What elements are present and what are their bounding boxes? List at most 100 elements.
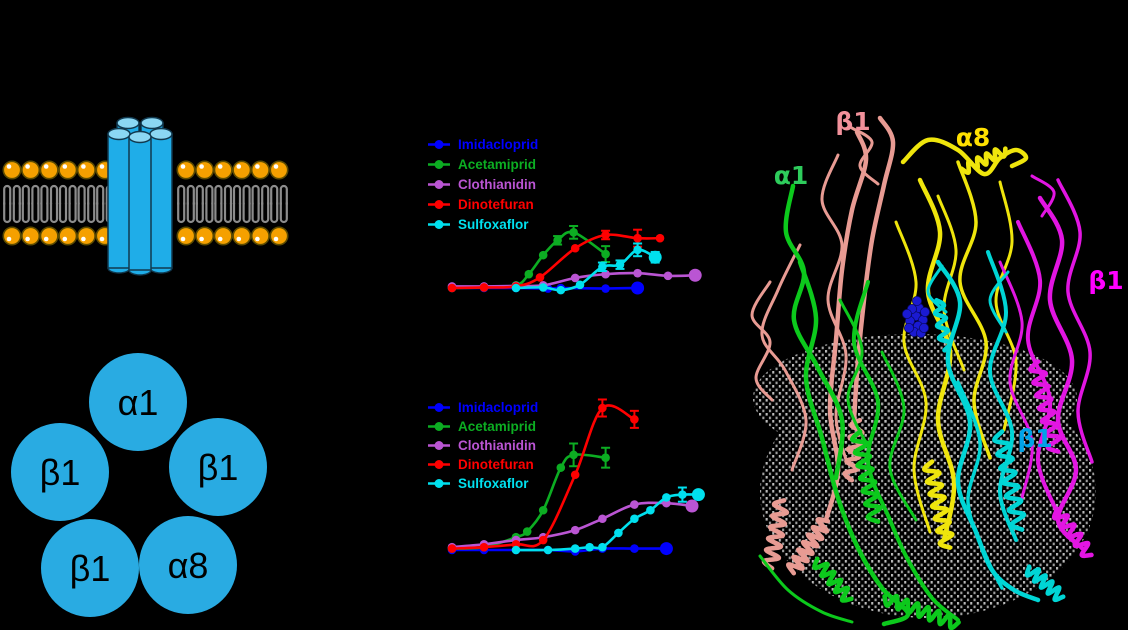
subunit-label: β1 <box>40 452 81 493</box>
data-point <box>630 500 639 509</box>
chain-label-beta1-right: β1 <box>1088 266 1123 295</box>
data-point <box>633 268 642 278</box>
legend-item-sulfoxaflor: Sulfoxaflor <box>428 217 529 232</box>
chain-beta1-right <box>998 174 1094 559</box>
subunit-label: α8 <box>168 545 209 586</box>
subunit-beta1-right: β1 <box>169 418 267 516</box>
data-point <box>598 403 607 413</box>
lipid <box>269 160 289 246</box>
chain-label-alpha8: α8 <box>956 123 991 152</box>
dose-response-chart-bottom: Imidacloprid Acetamiprid Clothianidin Dinot… <box>428 398 705 556</box>
data-point <box>688 268 702 282</box>
subunit-label: β1 <box>70 548 111 589</box>
subunit-label: α1 <box>118 382 159 423</box>
data-point <box>479 542 489 552</box>
data-point <box>678 490 687 499</box>
legend-label: Clothianidin <box>458 438 536 453</box>
data-point <box>630 514 639 524</box>
pentamer-diagram: α1 β1 β1 β1 α8 <box>11 353 267 617</box>
data-point <box>585 542 594 552</box>
chart-legend: Imidacloprid Acetamiprid Clothianidin Dinot… <box>428 400 538 491</box>
data-point <box>598 262 607 272</box>
data-point <box>538 505 548 515</box>
data-point <box>630 544 639 553</box>
data-point <box>598 542 607 552</box>
legend-item-clothianidin: Clothianidin <box>428 177 536 192</box>
chain-label-beta1-topleft: β1 <box>835 107 870 136</box>
lipid <box>232 160 252 246</box>
subunit-circle <box>139 516 237 614</box>
data-point <box>511 283 521 293</box>
subunit-circle <box>169 418 267 516</box>
data-point <box>553 236 562 245</box>
subunit-circle <box>41 519 139 617</box>
legend-item-acetamiprid: Acetamiprid <box>428 157 536 172</box>
subunit-alpha8: α8 <box>139 516 237 614</box>
data-point <box>615 260 625 269</box>
data-point <box>538 250 548 260</box>
legend-marker <box>434 403 444 412</box>
series-sulfoxaflor <box>511 486 705 555</box>
lipid <box>21 160 41 246</box>
data-point <box>479 283 489 292</box>
legend-item-sulfoxaflor: Sulfoxaflor <box>428 476 529 491</box>
legend-label: Acetamiprid <box>458 157 536 172</box>
data-point <box>659 542 673 556</box>
legend-label: Imidacloprid <box>458 400 538 415</box>
data-point <box>535 273 545 282</box>
data-point <box>447 544 457 553</box>
lipid <box>76 160 96 246</box>
membrane-diagram <box>2 116 289 276</box>
lipid <box>176 160 196 246</box>
legend-marker <box>434 422 444 431</box>
legend-item-dinotefuran: Dinotefuran <box>428 457 534 472</box>
data-point <box>648 250 662 264</box>
legend-label: Sulfoxaflor <box>458 476 529 491</box>
data-point <box>614 528 623 538</box>
dose-response-chart-top: Imidacloprid Acetamiprid Clothianidin Dinot… <box>428 137 702 295</box>
data-point <box>575 280 585 290</box>
legend-label: Clothianidin <box>458 177 536 192</box>
subunit-circle <box>89 353 187 451</box>
subunit-circle <box>11 423 109 521</box>
data-point <box>630 415 639 424</box>
ligand-spheres <box>902 295 931 338</box>
legend-label: Dinotefuran <box>458 457 534 472</box>
data-point <box>522 527 532 536</box>
data-point <box>570 470 580 480</box>
subunit-label: β1 <box>198 447 239 488</box>
legend-label: Acetamiprid <box>458 419 536 434</box>
legend-marker <box>434 180 444 189</box>
data-point <box>633 245 642 255</box>
legend-marker <box>434 140 444 149</box>
subunit-beta1-left: β1 <box>11 423 109 521</box>
data-point <box>570 273 580 283</box>
data-point <box>570 243 580 253</box>
data-point <box>524 269 534 279</box>
subunit-beta1-bottom: β1 <box>41 519 139 617</box>
data-point <box>543 545 553 555</box>
chain-label-beta1-front: β1 <box>1017 424 1052 453</box>
legend-marker <box>434 460 444 469</box>
data-point <box>598 514 607 524</box>
data-point <box>646 505 655 515</box>
data-point <box>601 284 610 293</box>
legend-marker <box>434 220 444 229</box>
legend-label: Dinotefuran <box>458 197 534 212</box>
data-point <box>633 233 642 243</box>
series-sulfoxaflor <box>511 242 662 295</box>
data-point <box>601 453 610 463</box>
legend-marker <box>434 160 444 169</box>
legend-marker <box>434 200 444 209</box>
legend-item-acetamiprid: Acetamiprid <box>428 419 536 434</box>
legend-item-dinotefuran: Dinotefuran <box>428 197 534 212</box>
structure-labels: β1 α8 α1 β1 β1 <box>774 107 1124 453</box>
lipid <box>58 160 78 246</box>
data-point <box>511 545 521 555</box>
lipid <box>39 160 59 246</box>
legend-item-clothianidin: Clothianidin <box>428 438 536 453</box>
legend-item-imidacloprid: Imidacloprid <box>428 400 538 415</box>
protein-structure-panel <box>750 115 1096 630</box>
